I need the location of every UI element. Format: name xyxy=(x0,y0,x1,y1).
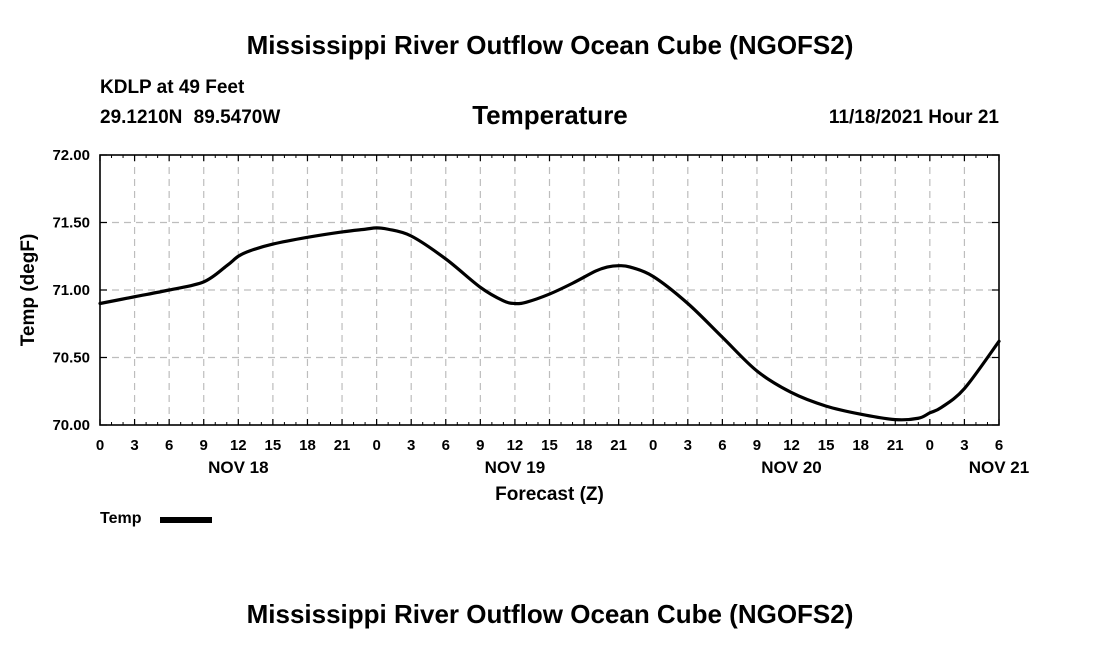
legend-label: Temp xyxy=(100,510,142,527)
x-tick-label: 21 xyxy=(887,437,904,454)
x-tick-label: 0 xyxy=(372,437,380,454)
forecast-datetime: 11/18/2021 Hour 21 xyxy=(828,107,999,128)
x-tick-label: 9 xyxy=(476,437,484,454)
x-tick-label: 12 xyxy=(783,437,800,454)
x-tick-label: 6 xyxy=(995,437,1003,454)
legend-swatch xyxy=(160,517,212,523)
chart-subtitle: Temperature xyxy=(472,100,628,130)
x-tick-label: 12 xyxy=(507,437,524,454)
y-tick-label: 70.50 xyxy=(52,350,90,367)
x-day-label: NOV 21 xyxy=(969,458,1029,477)
y-axis-title: Temp (degF) xyxy=(18,234,39,347)
y-tick-label: 71.50 xyxy=(52,215,90,232)
x-tick-label: 15 xyxy=(541,437,558,454)
x-tick-label: 21 xyxy=(610,437,627,454)
x-tick-label: 18 xyxy=(852,437,869,454)
x-tick-label: 6 xyxy=(442,437,450,454)
x-tick-label: 12 xyxy=(230,437,247,454)
station-coordinates: 29.1210N 89.5470W xyxy=(100,107,281,128)
chart-title: Mississippi River Outflow Ocean Cube (NG… xyxy=(246,30,854,60)
x-tick-label: 18 xyxy=(299,437,316,454)
x-day-label: NOV 20 xyxy=(761,458,821,477)
x-tick-label: 6 xyxy=(718,437,726,454)
x-axis-title: Forecast (Z) xyxy=(495,484,604,505)
x-tick-label: 0 xyxy=(96,437,104,454)
x-tick-label: 15 xyxy=(265,437,282,454)
x-tick-label: 6 xyxy=(165,437,173,454)
footer-title: Mississippi River Outflow Ocean Cube (NG… xyxy=(246,599,854,629)
y-tick-label: 71.00 xyxy=(52,282,90,299)
station-label: KDLP at 49 Feet xyxy=(100,77,245,98)
temp-series-line xyxy=(98,226,1001,422)
x-day-label: NOV 18 xyxy=(208,458,268,477)
x-tick-label: 0 xyxy=(926,437,934,454)
x-tick-label: 3 xyxy=(960,437,968,454)
x-tick-label: 9 xyxy=(200,437,208,454)
x-tick-label: 0 xyxy=(649,437,657,454)
x-tick-label: 3 xyxy=(130,437,138,454)
x-tick-label: 15 xyxy=(818,437,835,454)
x-tick-label: 18 xyxy=(576,437,593,454)
x-tick-label: 21 xyxy=(334,437,351,454)
x-tick-label: 9 xyxy=(753,437,761,454)
plot-frame xyxy=(99,154,1000,426)
x-tick-label: 3 xyxy=(684,437,692,454)
y-tick-label: 70.00 xyxy=(52,417,90,434)
x-tick-label: 3 xyxy=(407,437,415,454)
x-day-label: NOV 19 xyxy=(485,458,545,477)
y-tick-label: 72.00 xyxy=(52,147,90,164)
